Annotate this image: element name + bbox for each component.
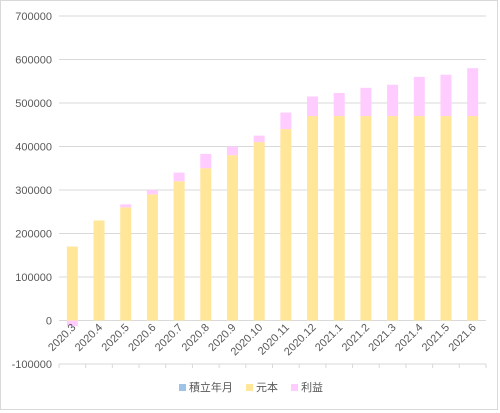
bar-profit-2020.6 (146, 190, 158, 195)
bar-principal-2021.5 (440, 116, 452, 321)
bar-profit-2020.5 (120, 204, 132, 208)
bars (66, 68, 479, 327)
y-tick-label-7: 600000 (15, 55, 52, 67)
x-tick-label-2020.4: 2020.4 (73, 322, 105, 354)
x-tick-label-2021.4: 2021.4 (393, 322, 425, 354)
bar-profit-2020.9 (226, 146, 238, 156)
legend-item-series-0: 積立年月 (178, 379, 233, 395)
x-tick-label-2021.1: 2021.1 (313, 322, 345, 354)
x-tick-label-2020.5: 2020.5 (100, 322, 132, 354)
legend-swatch-2 (291, 383, 299, 391)
bar-profit-2020.10 (253, 135, 265, 143)
bar-principal-2021.3 (387, 116, 399, 321)
bar-principal-2021.1 (333, 116, 345, 321)
bar-principal-2020.5 (120, 207, 132, 321)
bar-principal-2020.12 (307, 116, 319, 321)
bar-profit-2021.4 (413, 76, 425, 117)
bar-profit-2021.2 (360, 87, 372, 117)
bar-principal-2020.7 (173, 181, 185, 321)
x-tick-label-2020.8: 2020.8 (180, 322, 212, 354)
bar-profit-2020.11 (280, 112, 292, 130)
legend-label-1: 元本 (256, 382, 278, 394)
x-tick-label-2021.6: 2021.6 (446, 322, 478, 354)
bar-principal-2021.4 (413, 116, 425, 321)
x-tick-label-2021.5: 2021.5 (420, 322, 452, 354)
bar-profit-2021.6 (467, 68, 479, 117)
bar-principal-2020.4 (93, 220, 105, 321)
y-tick-label-8: 700000 (15, 11, 52, 23)
y-tick-label-5: 400000 (15, 142, 52, 154)
bar-principal-2020.6 (146, 194, 158, 321)
bar-principal-2021.2 (360, 116, 372, 321)
x-tick-label-2020.6: 2020.6 (126, 322, 158, 354)
y-tick-label-2: 100000 (15, 272, 52, 284)
bar-profit-2020.3 (66, 320, 78, 327)
y-tick-label-0: -100000 (12, 359, 52, 371)
bar-profit-2020.7 (173, 172, 185, 182)
x-tick-label-2021.3: 2021.3 (366, 322, 398, 354)
legend-swatch-0 (178, 383, 186, 391)
bar-principal-2020.8 (200, 168, 212, 321)
legend-label-0: 積立年月 (188, 382, 233, 394)
bar-principal-2020.10 (253, 142, 265, 321)
legend: 積立年月 元本 利益 (1, 379, 500, 395)
legend-item-series-1: 元本 (246, 379, 278, 395)
y-tick-label-1: 0 (46, 316, 52, 328)
y-tick-label-6: 500000 (15, 98, 52, 110)
y-tick-label-4: 300000 (15, 185, 52, 197)
legend-swatch-1 (246, 383, 253, 391)
bar-principal-2020.3 (66, 246, 78, 321)
bar-profit-2020.12 (307, 96, 319, 117)
y-tick-label-3: 200000 (15, 229, 52, 241)
x-tick-label-2021.2: 2021.2 (340, 322, 372, 354)
bar-profit-2021.5 (440, 74, 452, 117)
bar-principal-2020.11 (280, 129, 292, 321)
legend-item-series-2: 利益 (291, 379, 323, 395)
bar-principal-2021.6 (467, 116, 479, 321)
x-tick-label-2020.7: 2020.7 (153, 322, 185, 354)
bar-profit-2021.1 (333, 92, 345, 117)
bar-principal-2020.9 (226, 155, 238, 321)
legend-label-2: 利益 (301, 382, 324, 394)
bar-profit-2021.3 (387, 84, 399, 117)
bar-profit-2020.8 (200, 153, 212, 169)
